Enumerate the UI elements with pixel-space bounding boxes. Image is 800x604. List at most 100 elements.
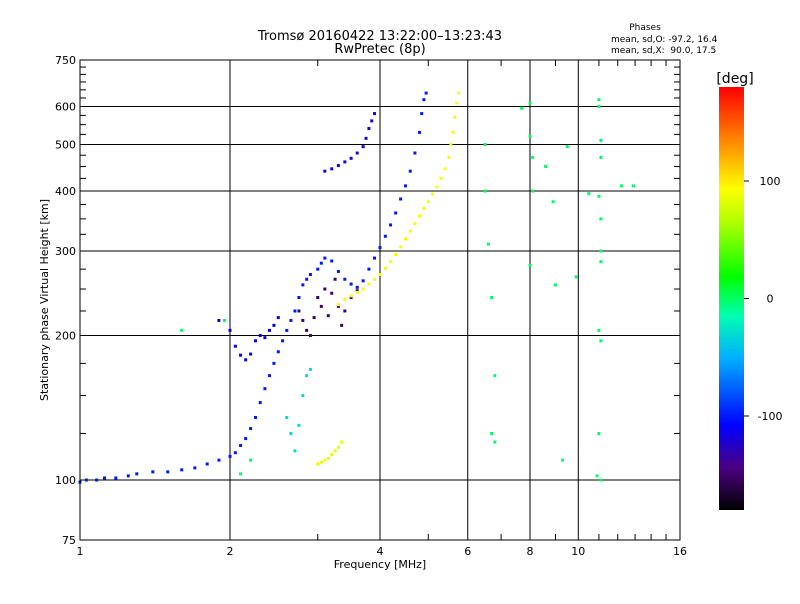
data-point [166,470,170,474]
data-point [383,234,387,238]
y-tick-label: 100 [55,474,76,487]
data-point [373,256,377,260]
data-point [308,334,312,338]
data-point [244,358,248,362]
data-point [349,156,353,160]
data-points [78,91,635,484]
data-point [408,169,412,173]
data-point [493,374,497,378]
data-point [426,200,430,204]
data-point [455,101,459,105]
data-point [483,189,487,193]
data-point [319,460,323,464]
data-point [599,249,603,253]
y-tick-label: 400 [55,185,76,198]
data-point [323,169,327,173]
data-point [84,478,88,482]
data-point [289,318,293,322]
data-point [453,115,457,119]
data-point [228,328,232,332]
data-point [305,374,309,378]
data-point [258,401,262,405]
data-point [370,119,374,123]
data-point [553,283,557,287]
data-point [520,106,524,110]
data-point [316,296,320,300]
data-point [326,314,330,318]
data-point [249,458,253,462]
data-point [364,136,368,140]
data-point [349,296,353,300]
data-point [413,222,417,226]
data-point [343,160,347,164]
data-point [378,246,382,250]
x-tick-label: 16 [673,545,687,558]
data-point [330,453,334,457]
x-tick-label: 4 [377,545,384,558]
y-axis-label: Stationary phase Virtual Height [km] [38,199,51,401]
data-point [486,242,490,246]
data-point [336,304,340,308]
data-point [233,451,237,455]
data-point [330,167,334,171]
data-point [373,112,377,116]
data-point [597,328,601,332]
data-point [239,353,243,357]
y-tick-label: 300 [55,245,76,258]
axis-ticks: 1 2 4 6 8 10 16 75 100 200 300 400 500 600 750 [55,54,687,558]
data-point [267,328,271,332]
data-point [394,253,398,257]
data-point [483,143,487,147]
data-point [431,192,435,196]
data-point [217,318,221,322]
data-point [389,260,393,264]
data-point [249,427,253,431]
data-point [490,432,494,436]
data-point [599,217,603,221]
data-point [267,374,271,378]
data-point [228,454,232,458]
data-point [323,458,327,462]
data-point [333,277,337,281]
data-point [285,328,289,332]
data-point [293,449,297,453]
data-point [413,151,417,155]
x-tick-label: 10 [571,545,585,558]
data-point [399,245,403,249]
data-point [312,316,316,320]
plot-frame [79,59,681,541]
chart-subtitle: RwPretec (8p) [334,42,425,57]
data-point [343,309,347,313]
data-point [587,192,591,196]
data-point [435,185,439,189]
data-point [263,387,267,391]
data-point [403,237,407,241]
stats-heading: Phases [629,23,661,33]
x-tick-label: 8 [527,545,534,558]
data-point [447,155,451,159]
data-point [114,476,118,480]
data-point [599,478,603,482]
data-point [417,214,421,218]
colorbar-tick-label: 100 [760,175,781,188]
data-point [449,143,453,147]
data-point [281,339,285,343]
data-point [289,432,293,436]
stats-x-line: mean, sd,X: 90.0, 17.5 [611,46,716,56]
data-point [205,462,209,466]
x-tick-label: 6 [464,545,471,558]
data-point [443,167,447,171]
data-point [367,282,371,286]
data-point [95,478,99,482]
data-point [493,440,497,444]
data-point [389,223,393,227]
data-point [367,267,371,271]
data-point [355,285,359,289]
data-point [272,361,276,365]
data-point [180,468,184,472]
data-point [326,456,330,460]
colorbar-label: [deg] [716,71,753,87]
y-tick-label: 750 [55,54,76,67]
data-point [565,145,569,149]
data-point [297,423,301,427]
